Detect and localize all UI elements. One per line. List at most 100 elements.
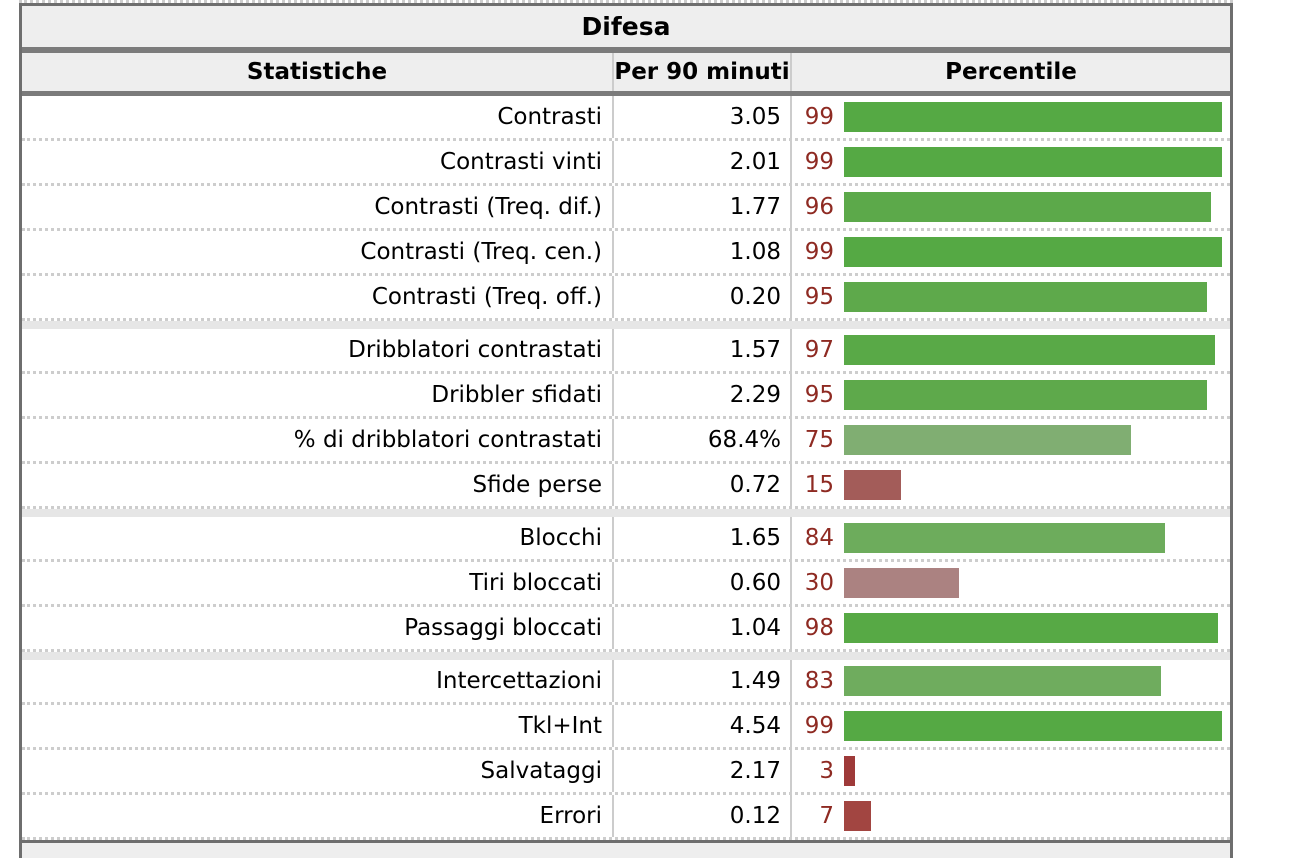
stat-row: Dribbler sfidati 2.29 95 [22,374,1230,419]
percentile-cell: 7 [790,795,1230,837]
column-header-statistiche: Statistiche [246,59,388,85]
percentile-cell: 3 [790,750,1230,792]
stat-label: Salvataggi [480,758,603,784]
stat-label: Contrasti (Treq. cen.) [360,239,602,265]
per90-value: 3.05 [612,96,790,138]
percentile-value: 98 [804,615,834,641]
stat-row: Contrasti vinti 2.01 99 [22,141,1230,186]
stat-label: Tkl+Int [518,713,602,739]
stat-row: Sfide perse 0.72 15 [22,464,1230,509]
percentile-bar [844,711,1222,741]
previous-table-row-separator [19,0,1233,3]
percentile-value: 15 [804,472,834,498]
column-header-row: Statistiche Per 90 minuti Percentile [22,53,1230,96]
percentile-bar [844,523,1165,553]
percentile-cell: 99 [790,231,1230,273]
percentile-value: 99 [804,149,834,175]
table-body: Contrasti 3.05 99 Contrasti vinti 2.01 9… [22,96,1230,840]
stat-label: Errori [539,803,602,829]
stat-row: Contrasti (Treq. off.) 0.20 95 [22,276,1230,321]
stat-row: Dribblatori contrastati 1.57 97 [22,329,1230,374]
stat-row: Blocchi 1.65 84 [22,517,1230,562]
defense-stats-table: Difesa Statistiche Per 90 minuti Percent… [19,3,1233,840]
per90-value: 1.04 [612,607,790,649]
per90-value: 0.60 [612,562,790,604]
percentile-value: 30 [804,570,834,596]
stat-label: Intercettazioni [436,668,602,694]
stat-label: % di dribblatori contrastati [293,427,602,453]
stat-row: Passaggi bloccati 1.04 98 [22,607,1230,652]
percentile-bar [844,102,1222,132]
percentile-bar [844,192,1211,222]
column-header-percentile: Percentile [790,53,1230,91]
percentile-cell: 99 [790,705,1230,747]
percentile-value: 84 [804,525,834,551]
percentile-value: 97 [804,337,834,363]
per90-value: 1.08 [612,231,790,273]
percentile-bar [844,568,959,598]
percentile-cell: 95 [790,276,1230,318]
per90-value: 2.17 [612,750,790,792]
percentile-bar [844,666,1161,696]
percentile-cell: 99 [790,141,1230,183]
next-table-header-edge [19,840,1233,858]
section-gap [22,509,1230,517]
percentile-value: 7 [819,803,834,829]
per90-value: 0.72 [612,464,790,506]
per90-value: 0.12 [612,795,790,837]
percentile-value: 99 [804,239,834,265]
percentile-bar [844,801,871,831]
per90-value: 2.29 [612,374,790,416]
percentile-value: 96 [804,194,834,220]
per90-value: 1.65 [612,517,790,559]
stat-label: Contrasti (Treq. off.) [371,284,602,310]
percentile-bar [844,470,901,500]
stat-label: Contrasti [497,104,602,130]
stat-label: Sfide perse [472,472,603,498]
section-gap [22,652,1230,660]
percentile-value: 99 [804,104,834,130]
stat-row: Intercettazioni 1.49 83 [22,660,1230,705]
per90-value: 1.49 [612,660,790,702]
per90-value: 4.54 [612,705,790,747]
percentile-cell: 30 [790,562,1230,604]
stat-label: Contrasti vinti [440,149,602,175]
percentile-bar [844,425,1131,455]
stat-row: % di dribblatori contrastati 68.4% 75 [22,419,1230,464]
percentile-bar [844,335,1215,365]
stat-label: Dribblatori contrastati [348,337,602,363]
per90-value: 0.20 [612,276,790,318]
stat-row: Contrasti (Treq. cen.) 1.08 99 [22,231,1230,276]
percentile-value: 3 [819,758,834,784]
percentile-value: 83 [804,668,834,694]
stat-label: Blocchi [519,525,603,551]
percentile-cell: 99 [790,96,1230,138]
percentile-bar [844,237,1222,267]
stat-row: Tkl+Int 4.54 99 [22,705,1230,750]
stat-row: Errori 0.12 7 [22,795,1230,840]
stat-label: Passaggi bloccati [404,615,602,641]
stat-label: Tiri bloccati [469,570,602,596]
percentile-value: 75 [804,427,834,453]
percentile-cell: 15 [790,464,1230,506]
section-gap [22,321,1230,329]
percentile-value: 99 [804,713,834,739]
stat-label: Contrasti (Treq. dif.) [374,194,602,220]
percentile-cell: 83 [790,660,1230,702]
per90-value: 68.4% [612,419,790,461]
per90-value: 1.77 [612,186,790,228]
per90-value: 2.01 [612,141,790,183]
percentile-cell: 98 [790,607,1230,649]
percentile-cell: 75 [790,419,1230,461]
stat-row: Contrasti (Treq. dif.) 1.77 96 [22,186,1230,231]
percentile-bar [844,613,1218,643]
per90-value: 1.57 [612,329,790,371]
stat-row: Tiri bloccati 0.60 30 [22,562,1230,607]
percentile-cell: 97 [790,329,1230,371]
percentile-bar [844,147,1222,177]
percentile-bar [844,756,855,786]
column-header-per90: Per 90 minuti [612,53,790,91]
percentile-value: 95 [804,284,834,310]
table-title: Difesa [581,12,671,41]
percentile-value: 95 [804,382,834,408]
